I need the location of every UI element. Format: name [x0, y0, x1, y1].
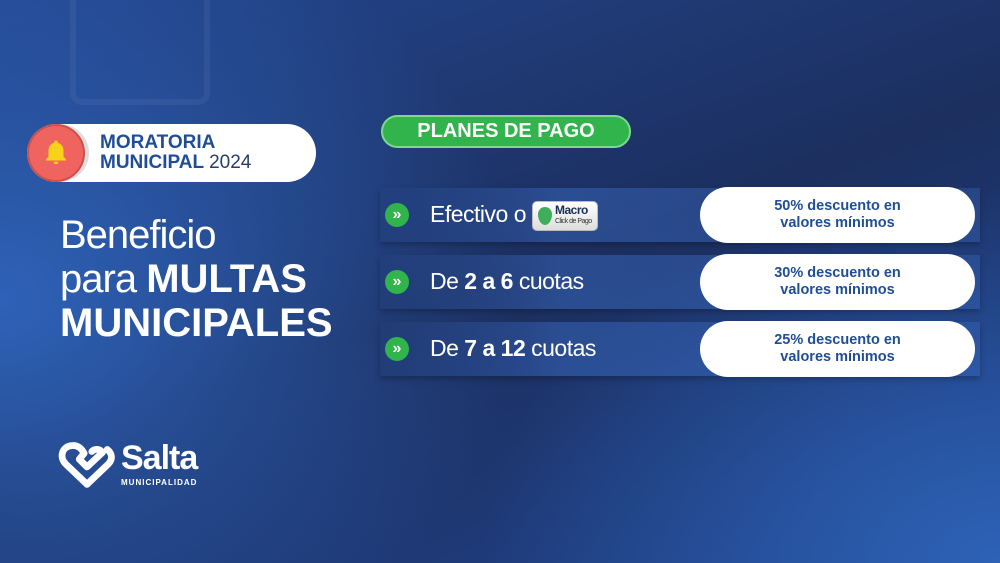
discount-line-2: valores mínimos — [780, 282, 895, 298]
plan-label: De 7 a 12 cuotas — [430, 335, 596, 362]
headline-para: para — [60, 257, 137, 301]
chevron-right-icon: » — [385, 270, 409, 294]
macro-sub: Click de Pago — [555, 218, 592, 225]
logo-sub: MUNICIPALIDAD — [121, 478, 198, 487]
plan-row: » De 7 a 12 cuotas 25% descuento en valor… — [380, 321, 980, 377]
location-pin-icon — [538, 207, 552, 225]
bell-icon — [27, 124, 85, 182]
discount-pill: 25% descuento en valores mínimos — [700, 321, 975, 377]
macro-name: Macro — [555, 203, 588, 217]
plan-prefix: Efectivo o — [430, 201, 527, 228]
salta-municipalidad-logo: Salta MUNICIPALIDAD — [58, 439, 198, 490]
discount-pill: 50% descuento en valores mínimos — [700, 187, 975, 243]
headline-line-3: MUNICIPALES — [60, 301, 333, 345]
plan-row: » Efectivo o Macro Click de Pago 50% descu… — [380, 187, 980, 243]
discount-line-1: 30% descuento en — [774, 265, 901, 281]
document-watermark-icon — [70, 0, 210, 105]
discount-line-1: 25% descuento en — [774, 332, 901, 348]
plan-prefix: De — [430, 268, 459, 294]
title-municipal: MUNICIPAL — [100, 152, 204, 173]
title-line-1: MORATORIA — [100, 132, 216, 153]
moratoria-title: MORATORIA MUNICIPAL 2024 — [100, 133, 251, 173]
discount-line-1: 50% descuento en — [774, 198, 901, 214]
discount-line-2: valores mínimos — [780, 349, 895, 365]
plan-prefix: De — [430, 335, 459, 361]
logo-name: Salta — [121, 439, 198, 477]
plan-range: 2 a 6 — [464, 268, 513, 294]
chevron-right-icon: » — [385, 203, 409, 227]
title-line-2: MUNICIPAL 2024 — [100, 153, 251, 173]
discount-pill: 30% descuento en valores mínimos — [700, 254, 975, 310]
discount-line-2: valores mínimos — [780, 215, 895, 231]
headline: Beneficio para MULTAS MUNICIPALES — [60, 213, 333, 345]
headline-line-2: para MULTAS — [60, 257, 333, 301]
plan-label: Efectivo o Macro Click de Pago — [430, 201, 598, 231]
plan-label: De 2 a 6 cuotas — [430, 268, 584, 295]
chevron-right-icon: » — [385, 337, 409, 361]
macro-click-de-pago-logo: Macro Click de Pago — [532, 201, 598, 231]
planes-de-pago-badge: PLANES DE PAGO — [381, 115, 631, 148]
plan-suffix: cuotas — [518, 268, 584, 294]
heart-icon — [58, 442, 115, 488]
plan-range: 7 a 12 — [464, 335, 526, 361]
title-year: 2024 — [209, 152, 252, 173]
plan-row: » De 2 a 6 cuotas 30% descuento en valore… — [380, 254, 980, 310]
headline-multas: MULTAS — [146, 257, 307, 301]
plan-suffix: cuotas — [531, 335, 596, 361]
headline-line-1: Beneficio — [60, 213, 217, 257]
